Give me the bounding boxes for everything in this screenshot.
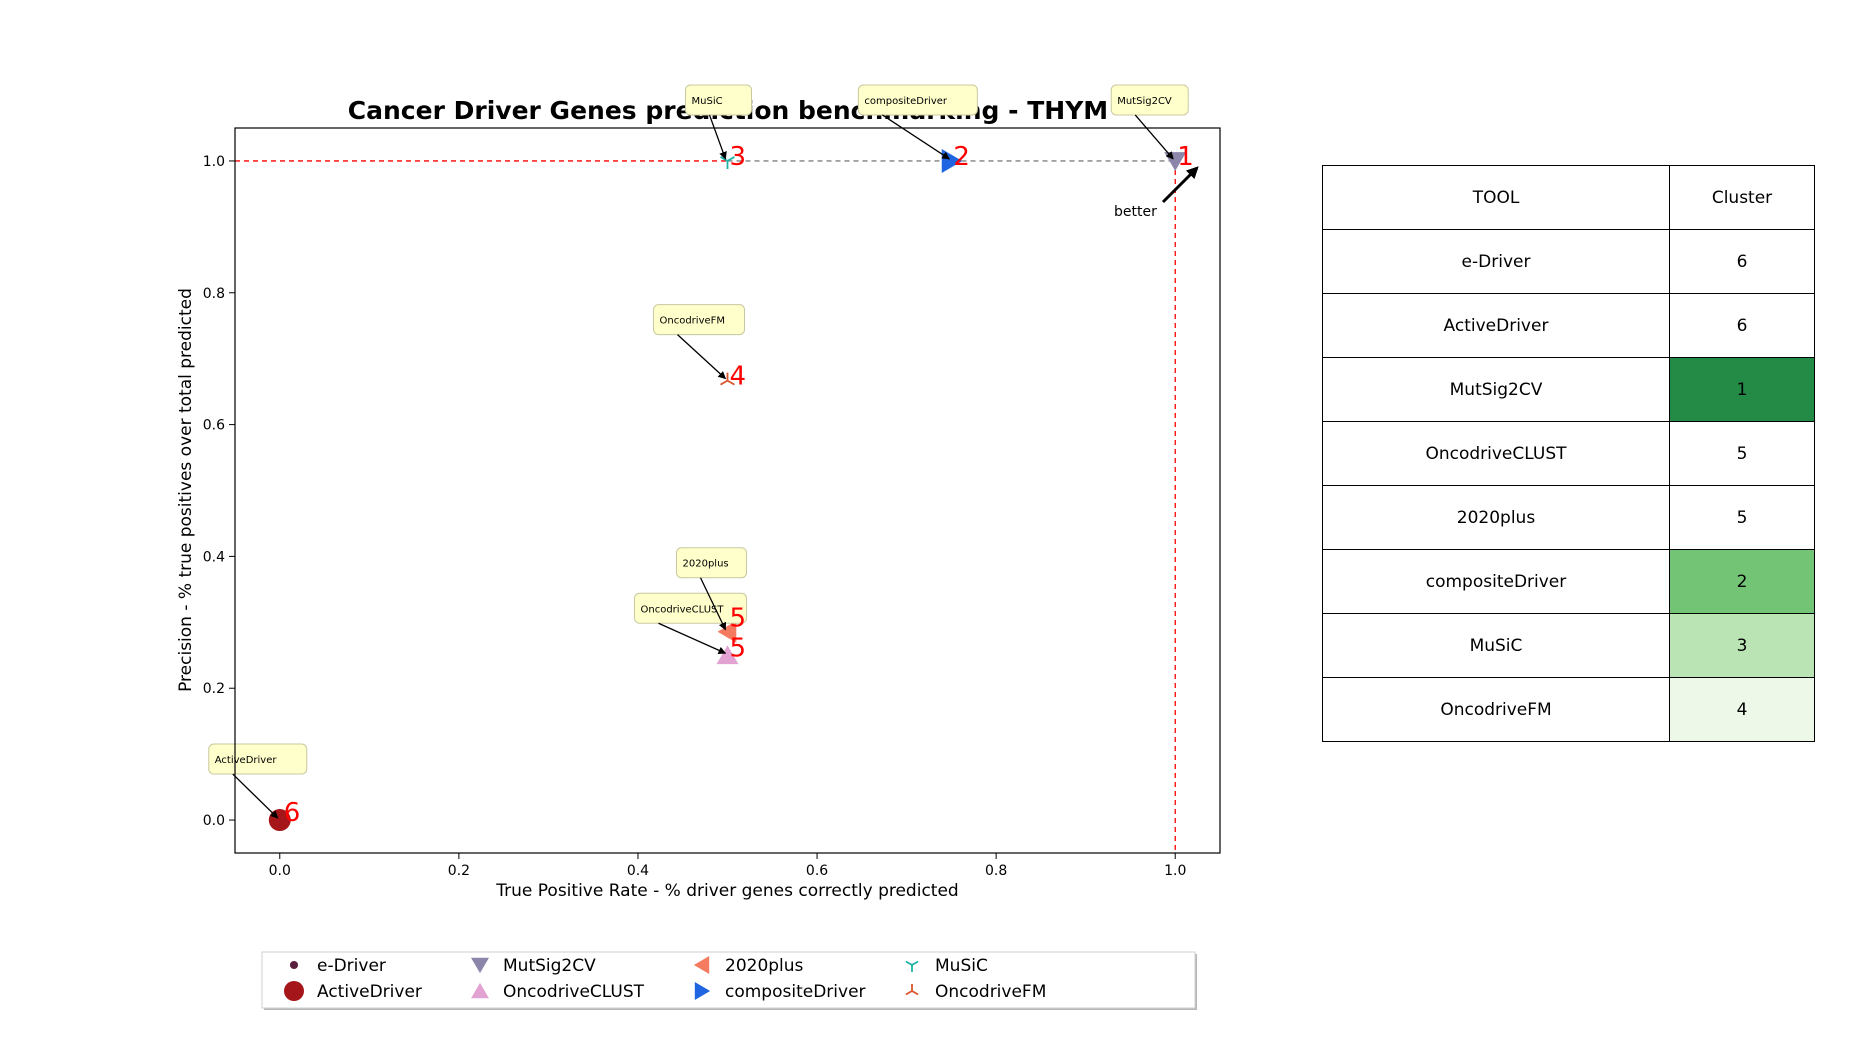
y-tick-label: 0.6 xyxy=(203,418,225,434)
legend: e-Driver ActiveDriver MutSig2CV OncodriveCL… xyxy=(261,951,1197,1010)
plot-area: 0.0 0.2 0.4 0.6 0.8 1.0 0.0 0.2 0.4 0.6 0.8 1.0 Acti… xyxy=(203,84,1199,879)
x-tick-label: 0.6 xyxy=(806,863,828,879)
x-tick-label: 0.4 xyxy=(627,863,649,879)
y-tick-label: 1.0 xyxy=(203,154,225,170)
cluster-table: TOOL Cluster e-Driver 6 ActiveDriver 6 MutSi… xyxy=(1322,165,1815,742)
label-box-text: MutSig2CV xyxy=(1117,96,1172,107)
better-arrow xyxy=(1161,166,1199,204)
label-box xyxy=(1110,84,1189,116)
legend-marker xyxy=(693,956,710,974)
label-box xyxy=(857,84,978,116)
y-tick-label: 0.0 xyxy=(203,813,225,829)
table-cell-tool: 2020plus xyxy=(1322,485,1670,550)
label-box-text: ActiveDriver xyxy=(215,755,278,766)
rank-number: 2 xyxy=(953,142,970,172)
label-box-text: OncodriveFM xyxy=(660,316,726,327)
legend-label: e-Driver xyxy=(317,956,386,976)
table-cell-cluster: 5 xyxy=(1669,421,1815,486)
x-tick-label: 1.0 xyxy=(1164,863,1186,879)
label-box xyxy=(676,547,747,579)
rank-number: 6 xyxy=(284,798,301,828)
label-box xyxy=(685,84,752,116)
legend-marker xyxy=(905,960,919,972)
table-row: e-Driver 6 xyxy=(1322,229,1815,294)
legend-label: 2020plus xyxy=(725,956,804,976)
data-point xyxy=(716,645,739,665)
rank-number: 3 xyxy=(730,142,747,172)
x-tick-label: 0.2 xyxy=(448,863,470,879)
table-row: compositeDriver 2 xyxy=(1322,549,1815,614)
table-cell-cluster: 5 xyxy=(1669,485,1815,550)
legend-label: MutSig2CV xyxy=(503,956,596,976)
table-cell-tool: MuSiC xyxy=(1322,613,1670,678)
table-cell-tool: OncodriveFM xyxy=(1322,677,1670,742)
x-tick-label: 0.8 xyxy=(985,863,1007,879)
table-cell-cluster: 2 xyxy=(1669,549,1815,614)
legend-marker xyxy=(471,982,489,999)
rank-number: 1 xyxy=(1177,142,1194,172)
label-box-text: compositeDriver xyxy=(864,96,948,107)
table-header-tool: TOOL xyxy=(1322,165,1670,230)
label-box xyxy=(208,743,308,775)
y-tick-label: 0.2 xyxy=(203,681,225,697)
rank-number: 5 xyxy=(730,633,747,663)
table-cell-cluster: 6 xyxy=(1669,293,1815,358)
label-arrow xyxy=(1134,114,1174,160)
table-cell-cluster: 3 xyxy=(1669,613,1815,678)
rank-number: 5 xyxy=(730,604,747,634)
table-row: OncodriveCLUST 5 xyxy=(1322,421,1815,486)
label-box xyxy=(653,304,745,336)
label-box-text: MuSiC xyxy=(692,96,723,107)
label-box-text: 2020plus xyxy=(683,559,729,570)
y-tick-label: 0.8 xyxy=(203,286,225,302)
legend-label: OncodriveCLUST xyxy=(503,982,645,1002)
label-arrow xyxy=(658,622,727,654)
better-label: better xyxy=(1114,204,1157,220)
table-row: MutSig2CV 1 xyxy=(1322,357,1815,422)
legend-marker xyxy=(471,957,489,974)
legend-marker xyxy=(289,960,299,970)
table-cell-tool: e-Driver xyxy=(1322,229,1670,294)
data-point xyxy=(717,620,737,643)
label-box-text: OncodriveCLUST xyxy=(641,604,725,615)
data-point xyxy=(720,372,735,386)
label-arrow xyxy=(708,114,727,160)
plot-frame xyxy=(234,127,1221,854)
table-cell-cluster: 1 xyxy=(1669,357,1815,422)
rank-number: 4 xyxy=(730,362,747,392)
table-row: 2020plus 5 xyxy=(1322,485,1815,550)
legend-marker xyxy=(905,984,919,996)
label-arrow xyxy=(232,773,279,819)
y-axis-label: Precision - % true positives over total … xyxy=(176,288,196,692)
legend-label: ActiveDriver xyxy=(317,982,422,1002)
table-row: MuSiC 3 xyxy=(1322,613,1815,678)
label-arrow xyxy=(699,577,727,631)
legend-label: compositeDriver xyxy=(725,982,866,1002)
x-axis-label: True Positive Rate - % driver genes corr… xyxy=(495,881,958,901)
legend-frame xyxy=(261,951,1196,1009)
x-tick-label: 0.0 xyxy=(269,863,291,879)
table-row: OncodriveFM 4 xyxy=(1322,677,1815,742)
table-cell-tool: ActiveDriver xyxy=(1322,293,1670,358)
legend-label: OncodriveFM xyxy=(935,982,1046,1002)
table-cell-tool: MutSig2CV xyxy=(1322,357,1670,422)
y-tick-label: 0.4 xyxy=(203,549,225,565)
legend-label: MuSiC xyxy=(935,956,988,976)
table-cell-tool: OncodriveCLUST xyxy=(1322,421,1670,486)
table-cell-tool: compositeDriver xyxy=(1322,549,1670,614)
legend-marker xyxy=(284,981,304,1001)
label-arrow xyxy=(677,334,727,380)
table-cell-cluster: 4 xyxy=(1669,677,1815,742)
table-cell-cluster: 6 xyxy=(1669,229,1815,294)
table-header-cluster: Cluster xyxy=(1669,165,1815,230)
legend-marker xyxy=(694,982,711,1000)
table-row: ActiveDriver 6 xyxy=(1322,293,1815,358)
label-arrow xyxy=(882,114,951,160)
